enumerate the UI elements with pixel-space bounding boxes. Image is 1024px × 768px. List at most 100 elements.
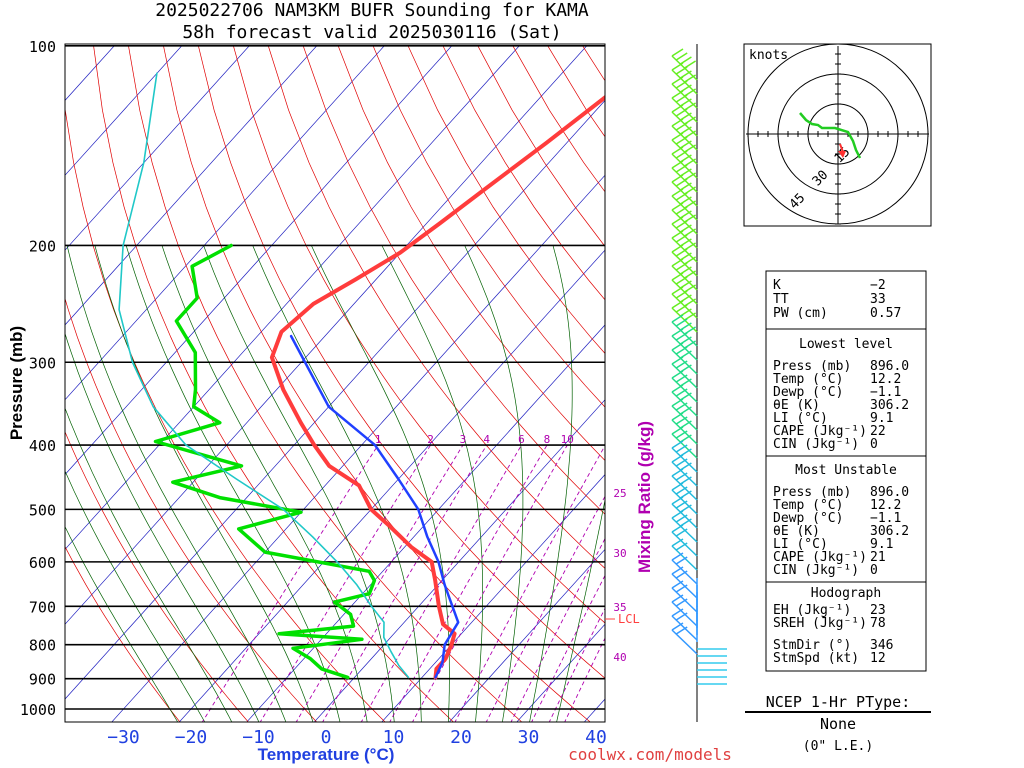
- mixing-ratio-tick-label: 35: [613, 601, 626, 614]
- dry-adiabat-line: [302, 45, 605, 515]
- section-header: Hodograph: [811, 586, 881, 601]
- temperature-tick-label: 0: [321, 727, 332, 748]
- dewpoint-profile: [153, 243, 377, 680]
- isotherm-line: [65, 45, 182, 176]
- moist-adiabat-line: [65, 332, 260, 722]
- index-value: −1.1: [870, 385, 901, 400]
- index-value: 33: [870, 292, 886, 307]
- moist-adiabat-line: [381, 245, 484, 722]
- moist-adiabat-line: [65, 407, 233, 722]
- mixing-ratio-line: [201, 444, 379, 722]
- hodograph-panel: 153045 knots: [743, 43, 932, 227]
- mixing-ratio-tick-label: 25: [613, 487, 626, 500]
- index-label: Dewp (°C): [773, 511, 843, 526]
- index-value: 9.1: [870, 537, 893, 552]
- mixing-ratio-line: [389, 444, 548, 722]
- index-value: 306.2: [870, 524, 909, 539]
- pressure-tick-label: 800: [29, 637, 56, 655]
- mixing-ratio-tick-label: 6: [518, 433, 525, 446]
- index-value: 896.0: [870, 359, 909, 374]
- pressure-tick-label: 500: [29, 501, 56, 519]
- dry-adiabat-line: [65, 297, 318, 722]
- pressure-tick-label: 600: [29, 554, 56, 572]
- moist-adiabat-line: [556, 498, 605, 722]
- index-label: StmSpd (kt): [773, 651, 859, 666]
- index-label: Temp (°C): [773, 372, 843, 387]
- moist-adiabat-line: [65, 526, 179, 722]
- mixing-ratio-line: [295, 444, 464, 722]
- dry-adiabat-line: [442, 45, 605, 301]
- index-label: CAPE (Jkg⁻¹): [773, 424, 867, 439]
- index-value: 12.2: [870, 372, 901, 387]
- y-axis-label: Pressure (mb): [7, 326, 26, 440]
- skewt-frame: [64, 43, 606, 723]
- lcl-label: LCL: [618, 612, 640, 626]
- mixing-ratio-line: [510, 537, 605, 722]
- index-label: LI (°C): [773, 537, 828, 552]
- dry-adiabat-line: [267, 45, 605, 569]
- mixing-ratio-line: [454, 444, 605, 722]
- moist-adiabat-line: [66, 245, 287, 722]
- index-label: K: [773, 278, 781, 293]
- pressure-tick-label: 300: [29, 354, 56, 372]
- hodograph-trace: [799, 112, 862, 159]
- index-label: StmDir (°): [773, 638, 851, 653]
- index-value: 306.2: [870, 398, 909, 413]
- index-value: 0: [870, 563, 878, 578]
- wind-barb-column: [671, 48, 727, 685]
- chart-title-line2: 58h forecast valid 2025030116 (Sat): [182, 22, 561, 43]
- hodograph-units: knots: [749, 48, 788, 63]
- mixing-ratio-line: [531, 574, 605, 722]
- mixing-ratio-line: [360, 444, 522, 722]
- temperature-tick-label: −30: [107, 727, 140, 748]
- mixing-ratio-tick-label: 4: [483, 433, 490, 446]
- dry-adiabat-line: [198, 45, 605, 679]
- index-label: θE (K): [773, 398, 820, 413]
- moist-adiabat-line: [252, 245, 422, 722]
- mixing-ratio-line: [485, 495, 605, 722]
- mixing-ratio-line: [411, 444, 568, 722]
- ptype-note: (0" L.E.): [803, 739, 873, 754]
- chart-title-line1: 2025022706 NAM3KM BUFR Sounding for KAMA: [155, 0, 589, 21]
- index-value: 21: [870, 550, 886, 565]
- index-value: 78: [870, 616, 886, 631]
- mixing-ratio-tick-label: 3: [460, 433, 467, 446]
- dry-adiabat-line: [128, 45, 523, 722]
- isotherm-line: [65, 45, 520, 550]
- mixing-ratio-axis-label: Mixing Ratio (g/kg): [635, 421, 654, 573]
- index-label: θE (K): [773, 524, 820, 539]
- dry-adiabat-line: [337, 45, 605, 462]
- temperature-tick-label: 30: [518, 727, 540, 748]
- indices-panel: K −2 TT 33 PW (cm) 0.57 Lowest level Press (mb)…: [765, 270, 927, 672]
- moist-adiabat-line: [65, 470, 206, 722]
- mixing-ratio-tick-label: 2: [427, 433, 434, 446]
- index-label: LI (°C): [773, 411, 828, 426]
- dry-adiabat-line: [233, 45, 605, 624]
- index-value: 12: [870, 651, 886, 666]
- isotherm-line: [65, 45, 250, 251]
- moist-adiabat-line: [464, 245, 524, 722]
- wetbulb_curve-profile: [118, 72, 410, 679]
- index-label: Press (mb): [773, 485, 851, 500]
- section-header: Most Unstable: [795, 463, 897, 478]
- isotherm-line: [111, 174, 605, 722]
- mixing-ratio-tick-label: 1: [375, 433, 382, 446]
- moist-adiabat-line: [161, 245, 368, 722]
- indices-frame: [765, 270, 927, 672]
- pressure-tick-label: 100: [29, 38, 56, 56]
- temperature-tick-label: 40: [585, 727, 607, 748]
- skewt-plot-area: [64, 43, 606, 723]
- index-label: CAPE (Jkg⁻¹): [773, 550, 867, 565]
- pressure-tick-label: 400: [29, 437, 56, 455]
- index-value: −2: [870, 278, 886, 293]
- ptype-title: NCEP 1-Hr PType:: [766, 693, 911, 711]
- mixing-ratio-tick-label: 30: [613, 547, 626, 560]
- x-axis-label: Temperature (°C): [258, 745, 395, 764]
- section-header: Lowest level: [799, 337, 893, 352]
- dry-adiabat-line: [93, 45, 454, 722]
- mixing-ratio-tick-label: 40: [613, 651, 626, 664]
- index-label: CIN (Jkg⁻¹): [773, 437, 859, 452]
- isotherm-line: [65, 99, 605, 700]
- ptype-value: None: [820, 715, 856, 733]
- mixing-ratio-tick-label: 10: [561, 433, 574, 446]
